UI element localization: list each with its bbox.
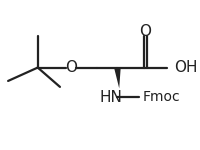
Polygon shape — [114, 68, 121, 88]
Text: OH: OH — [174, 60, 197, 75]
Text: Fmoc: Fmoc — [142, 90, 180, 104]
Text: HN: HN — [99, 90, 122, 105]
Text: O: O — [139, 24, 151, 39]
Text: O: O — [65, 60, 77, 75]
